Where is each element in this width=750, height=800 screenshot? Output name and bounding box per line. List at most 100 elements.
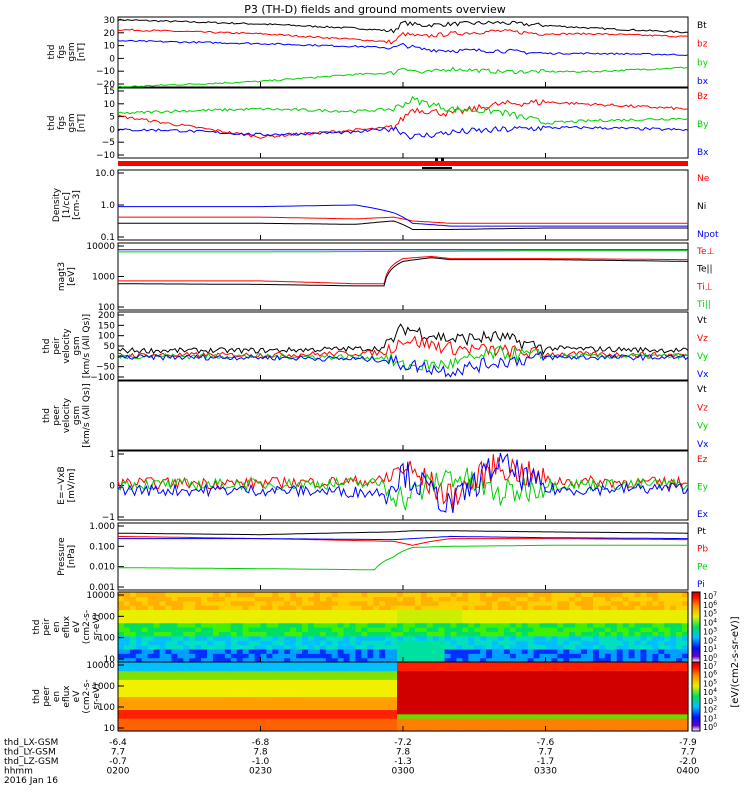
spectrogram-cell [658, 700, 665, 706]
spectrogram-cell [147, 618, 155, 624]
spectrogram-cell [302, 631, 309, 637]
spectrogram-cell [123, 609, 131, 615]
y-axis-label-line: gsm [72, 336, 82, 355]
spectrogram-cell [563, 705, 570, 711]
spectrogram-cell [147, 713, 155, 719]
spectrogram-cell [557, 726, 564, 732]
spectrogram-cell [189, 718, 196, 723]
spectrogram-cell [361, 679, 368, 685]
spectrogram-cell [515, 613, 523, 619]
spectrogram-cell [385, 722, 392, 728]
orbit-row-value: 7.8 [396, 748, 411, 758]
spectrogram-cell [213, 644, 220, 650]
spectrogram-cell [177, 600, 184, 606]
spectrogram-cell [634, 640, 642, 646]
spectrogram-cell [319, 692, 327, 698]
spectrogram-cell [284, 674, 291, 680]
spectrogram-cell [551, 605, 558, 611]
spectrogram-cell [408, 653, 416, 659]
spectrogram-cell [450, 640, 458, 646]
spectrogram-cell [622, 670, 630, 676]
spectrogram-cell [165, 696, 173, 702]
spectrogram-cell [403, 700, 410, 706]
spectrogram-cell [598, 592, 606, 597]
y-tick-label: 10 [104, 42, 116, 52]
spectrogram-cell [159, 722, 167, 728]
spectrogram-cell [444, 722, 452, 728]
spectrogram-cell [408, 705, 416, 711]
y-tick-label: 100 [98, 303, 115, 313]
spectrogram-cell [391, 718, 398, 723]
spectrogram-cell [545, 674, 553, 680]
spectrogram-cell [533, 670, 541, 676]
spectrogram-cell [509, 718, 517, 723]
orbit-row-label: hhmm [4, 767, 33, 777]
spectrogram-cell [385, 670, 392, 676]
spectrogram-cell [361, 600, 368, 606]
spectrogram-cell [201, 648, 208, 654]
spectrogram-cell [563, 600, 570, 606]
spectrogram-cell [207, 700, 214, 706]
spectrogram-cell [420, 609, 428, 615]
spectrogram-cell [272, 687, 279, 693]
spectrogram-cell [509, 653, 517, 659]
spectrogram-cell [527, 666, 535, 672]
spectrogram-cell [640, 609, 648, 615]
spectrogram-cell [379, 709, 386, 715]
spectrogram-cell [593, 700, 600, 706]
spectrogram-cell [664, 635, 671, 641]
spectrogram-cell [254, 683, 262, 689]
spectrogram-cell [486, 631, 493, 637]
spectrogram-cell [486, 622, 493, 628]
spectrogram-cell [462, 696, 469, 702]
spectrogram-cell [557, 722, 564, 728]
spectrogram-cell [296, 662, 303, 667]
spectrogram-cell [515, 605, 523, 611]
spectrogram-cell [604, 683, 612, 689]
spectrogram-cell [391, 622, 398, 628]
spectrogram-cell [468, 705, 475, 711]
spectrogram-cell [147, 635, 155, 641]
spectrogram-cell [456, 613, 463, 619]
spectrogram-cell [563, 726, 570, 732]
spectrogram-cell [135, 605, 143, 611]
spectrogram-cell [171, 640, 178, 646]
spectrogram-cell [468, 696, 475, 702]
spectrogram-cell [557, 627, 564, 632]
spectrogram-cell [218, 596, 226, 602]
spectrogram-cell [391, 700, 398, 706]
spectrogram-cell [527, 726, 535, 732]
spectrogram-cell [218, 718, 226, 723]
spectrogram-cell [385, 696, 392, 702]
spectrogram-cell [480, 662, 487, 667]
spectrogram-cell [634, 687, 642, 693]
spectrogram-cell [492, 596, 499, 602]
spectrogram-cell [118, 674, 125, 680]
spectrogram-cell [527, 696, 535, 702]
spectrogram-cell [610, 605, 618, 611]
spectrogram-cell [593, 674, 600, 680]
spectrogram-cell [575, 713, 582, 719]
spectrogram-cell [498, 709, 505, 715]
spectrogram-cell [118, 596, 125, 602]
spectrogram-cell [254, 644, 262, 650]
spectrogram-cell [218, 670, 226, 676]
spectrogram-cell [272, 618, 279, 624]
spectrogram-cell [195, 696, 202, 702]
spectrogram-cell [527, 687, 535, 693]
colorbar-tick-label: 100 [703, 722, 717, 732]
spectrogram-cell [610, 618, 618, 624]
spectrogram-cell [616, 596, 624, 602]
spectrogram-cell [646, 700, 653, 706]
spectrogram-cell [610, 722, 618, 728]
spectrogram-cell [616, 640, 624, 646]
spectrogram-cell [278, 705, 285, 711]
spectrogram-cell [379, 622, 386, 628]
spectrogram-cell [118, 709, 125, 715]
spectrogram-cell [355, 696, 363, 702]
spectrogram-cell [670, 726, 677, 732]
spectrogram-cell [527, 618, 535, 624]
spectrogram-cell [236, 713, 244, 719]
spectrogram-cell [260, 670, 268, 676]
spectrogram-cell [248, 596, 256, 602]
